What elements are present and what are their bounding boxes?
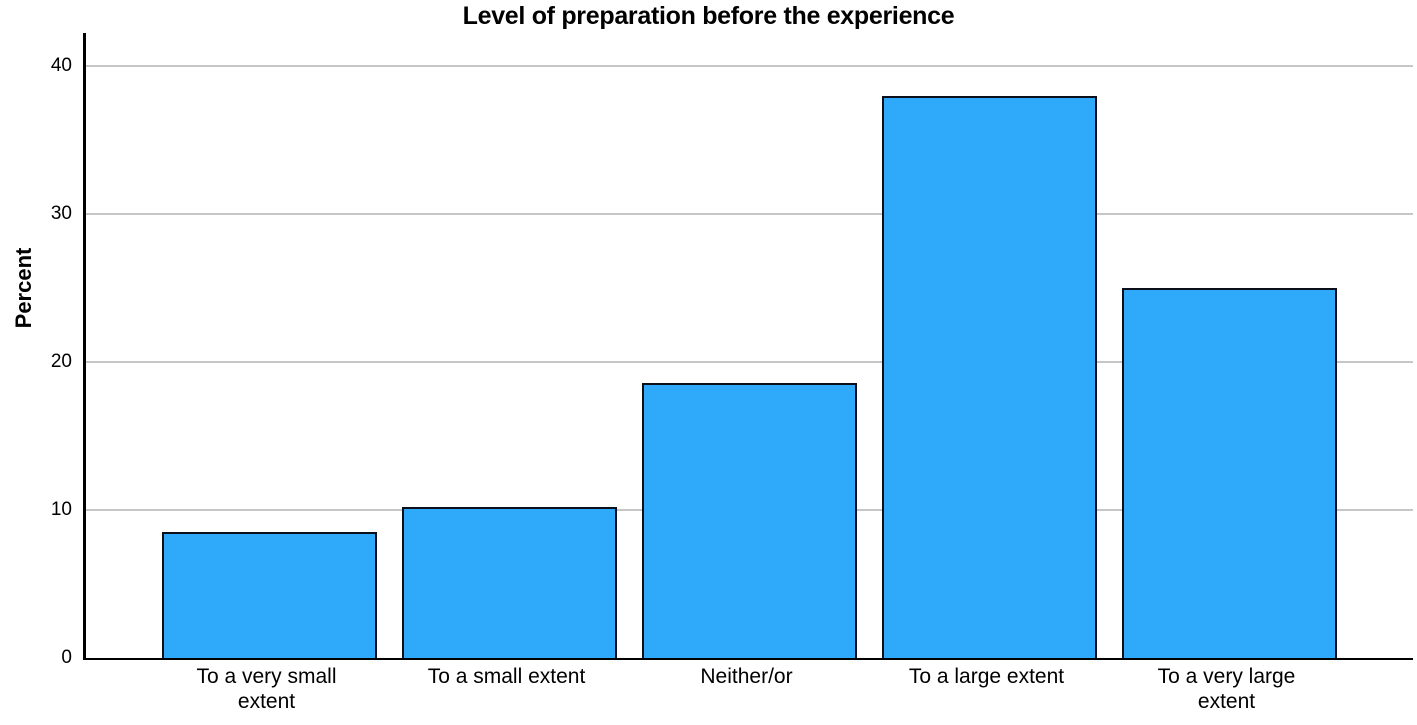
x-axis-tick-labels: To a very small extent To a small extent N… [83, 665, 1410, 715]
gridline-30 [86, 213, 1413, 215]
bar-3 [642, 382, 857, 658]
x-tick-label-text: To a very small extent [196, 665, 337, 713]
bar-1 [162, 532, 377, 658]
x-tick-label-3: Neither/or [639, 665, 854, 715]
bar-2 [402, 507, 617, 658]
y-tick-label-20: 20 [50, 351, 72, 372]
bar-4 [882, 95, 1097, 658]
y-tick-label-30: 30 [50, 203, 72, 224]
plot-area [83, 33, 1413, 660]
x-tick-label-text: To a very large extent [1157, 665, 1296, 713]
y-tick-label-0: 0 [61, 647, 72, 668]
bar-5 [1122, 288, 1337, 658]
y-axis-tick-labels: 0 10 20 30 40 [0, 33, 72, 668]
gridline-40 [86, 65, 1413, 67]
x-tick-label-4: To a large extent [879, 665, 1094, 715]
x-tick-label-5: To a very large extent [1119, 665, 1334, 715]
x-tick-label-1: To a very small extent [159, 665, 374, 715]
gridline-20 [86, 361, 1413, 363]
x-tick-label-text: Neither/or [700, 665, 793, 688]
y-tick-label-10: 10 [50, 499, 72, 520]
x-tick-label-text: To a large extent [908, 665, 1065, 688]
x-tick-label-text: To a small extent [427, 665, 586, 688]
chart-title: Level of preparation before the experien… [462, 2, 955, 30]
bars-group [86, 33, 1413, 658]
y-tick-label-40: 40 [50, 55, 72, 76]
x-tick-label-2: To a small extent [399, 665, 614, 715]
